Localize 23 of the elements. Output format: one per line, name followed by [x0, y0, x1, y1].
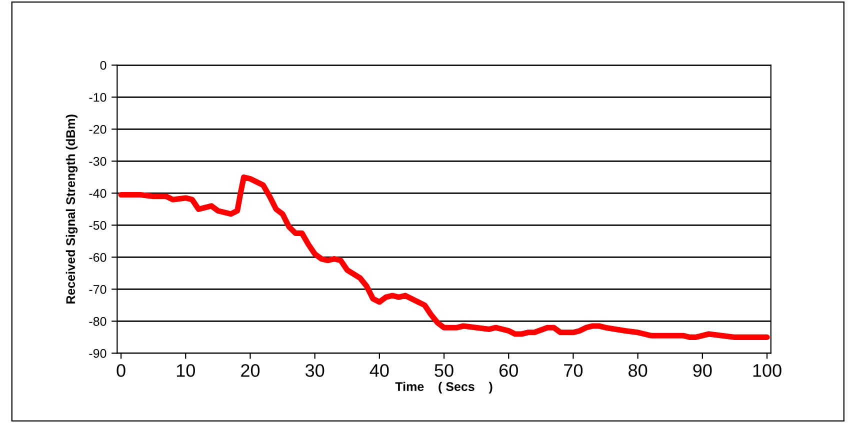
x-tick-label: 90 [693, 364, 712, 377]
y-tick-label: -80 [89, 317, 106, 326]
y-tick-label: -40 [89, 188, 106, 198]
y-tick-label: -50 [89, 220, 106, 230]
x-tick-label: 60 [500, 364, 518, 377]
x-tick-label: 100 [753, 364, 782, 377]
x-tick-label: 70 [564, 364, 583, 377]
x-tick-label: 50 [434, 364, 454, 377]
x-tick-label: 30 [305, 364, 324, 377]
y-tick-label: -20 [89, 124, 106, 134]
y-tick-label: -70 [89, 284, 106, 294]
x-tick-label: 10 [176, 364, 195, 377]
y-tick-label: 0 [100, 60, 106, 70]
y-tick-label: -30 [89, 156, 106, 166]
x-axis-title: Time ( Secs ) [395, 382, 492, 394]
x-tick-label: 40 [370, 364, 389, 377]
x-tick-label: 0 [116, 364, 126, 377]
y-tick-label: -90 [89, 349, 106, 358]
x-tick-label: 20 [241, 364, 260, 377]
y-tick-label: -10 [89, 92, 106, 102]
x-tick-label: 80 [628, 364, 648, 377]
y-axis-title: Received Signal Strength (dBm) [66, 114, 78, 304]
y-tick-label: -60 [89, 252, 106, 262]
